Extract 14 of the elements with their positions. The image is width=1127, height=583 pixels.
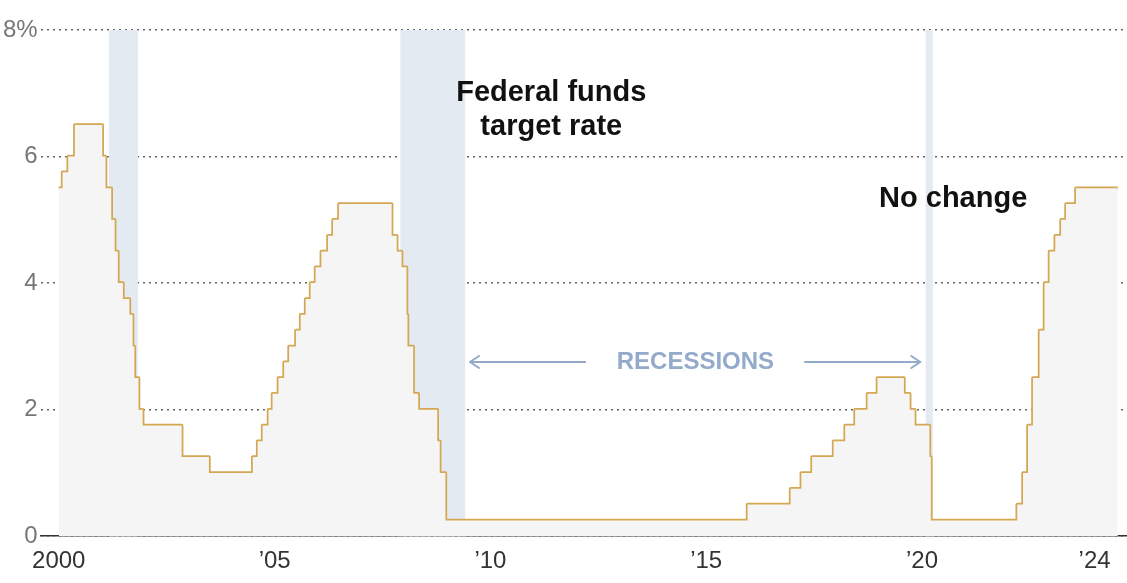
- y-tick-label: 0: [24, 520, 38, 548]
- y-tick-label: 6: [24, 141, 38, 169]
- y-tick-label: 2: [24, 394, 38, 422]
- x-tick-label: ’20: [905, 546, 938, 574]
- annotation: Federal funds target rate: [456, 74, 647, 141]
- x-tick-label: ’10: [474, 546, 507, 574]
- x-tick-label: ’24: [1078, 546, 1111, 574]
- annotation: No change: [879, 181, 1028, 214]
- y-tick-label: 8%: [3, 14, 38, 42]
- x-tick-label: ’05: [258, 546, 291, 574]
- y-tick-label: 4: [24, 267, 38, 295]
- annotation: RECESSIONS: [616, 346, 775, 374]
- x-tick-label: ’15: [690, 546, 723, 574]
- x-tick-label: 2000: [32, 546, 86, 574]
